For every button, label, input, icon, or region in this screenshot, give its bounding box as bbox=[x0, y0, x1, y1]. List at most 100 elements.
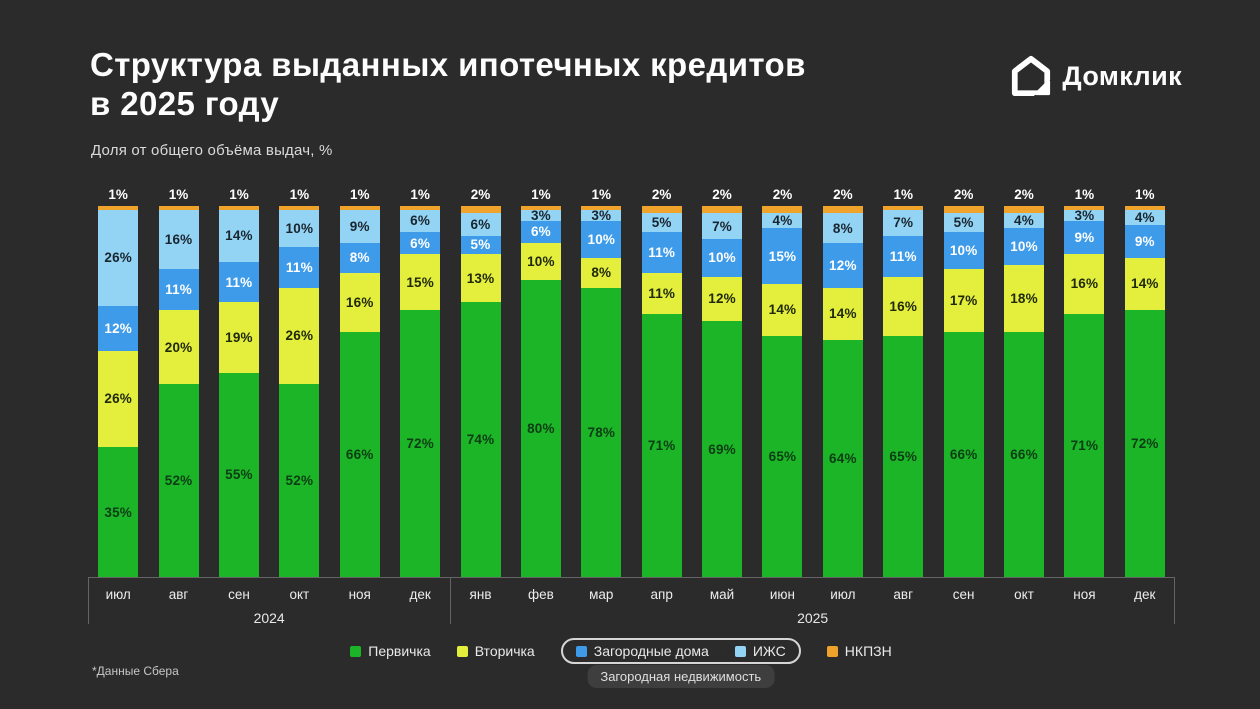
bar-segment-НКПЗН bbox=[1064, 206, 1105, 210]
bar-value-label: 9% bbox=[349, 218, 370, 234]
bar-segment-Загородные дома: 10% bbox=[1004, 228, 1045, 266]
bar-value-label: 11% bbox=[889, 248, 917, 264]
bar-value-label: 6% bbox=[410, 213, 431, 229]
bar-segment-Первичка: 66% bbox=[1004, 332, 1045, 577]
stacked-bar: 65% 16% 11% 7% bbox=[883, 206, 924, 577]
month-label-фев-7: фев bbox=[528, 587, 554, 602]
bar-segment-Вторичка: 26% bbox=[98, 350, 139, 448]
bar-value-label: 16% bbox=[345, 294, 374, 310]
legend-group-box: Загородные дома ИЖС bbox=[560, 638, 801, 664]
bar-segment-Вторичка: 16% bbox=[1064, 254, 1105, 314]
bar-segment-НКПЗН bbox=[883, 206, 924, 210]
bar-segment-НКПЗН bbox=[520, 206, 561, 210]
bar-segment-Загородные дома: 10% bbox=[581, 220, 622, 258]
bar-value-label: 5% bbox=[651, 215, 672, 231]
bar-value-label: 74% bbox=[466, 432, 495, 448]
bar-segment-Первичка: 71% bbox=[641, 313, 682, 577]
axis-tick bbox=[88, 578, 89, 624]
bar-segment-НКПЗН bbox=[1004, 206, 1045, 214]
stacked-bar: 78% 8% 10% 3% bbox=[581, 206, 622, 577]
bar-value-label: 55% bbox=[225, 467, 253, 483]
stacked-bar: 69% 12% 10% 7% bbox=[702, 206, 743, 577]
bar-segment-Первичка: 55% bbox=[218, 372, 259, 577]
legend-label-izhs: ИЖС bbox=[752, 643, 786, 659]
bar-segment-Загородные дома: 5% bbox=[460, 235, 501, 255]
month-label-мар-8: мар bbox=[589, 587, 614, 602]
bar-value-label: 13% bbox=[466, 270, 495, 286]
bar-segment-НКПЗН bbox=[822, 206, 863, 214]
legend-swatch-izhs bbox=[734, 645, 746, 657]
bar-value-label-above: 1% bbox=[410, 187, 430, 202]
bar-segment-ИЖС: 26% bbox=[98, 209, 139, 307]
bar-segment-Вторичка: 20% bbox=[158, 309, 199, 385]
bar-segment-ИЖС: 5% bbox=[943, 213, 984, 232]
legend-item-pervichka: Первичка bbox=[350, 643, 431, 659]
year-label-2025: 2025 bbox=[797, 610, 829, 626]
bar-segment-Загородные дома: 8% bbox=[339, 243, 380, 273]
legend-swatch-pervichka bbox=[350, 645, 362, 657]
stacked-bar: 74% 13% 5% 6% bbox=[460, 206, 501, 577]
year-label-2024: 2024 bbox=[253, 610, 285, 626]
stacked-bar: 66% 16% 8% 9% bbox=[339, 206, 380, 577]
axis-tick bbox=[450, 578, 452, 624]
bar-value-label: 14% bbox=[1130, 276, 1159, 292]
bar-segment-Вторичка: 14% bbox=[762, 283, 803, 336]
month-label-авг-1: авг bbox=[168, 587, 189, 602]
bar-value-label-above: 2% bbox=[651, 187, 672, 202]
bar-value-label: 64% bbox=[829, 450, 857, 466]
bar-value-label: 14% bbox=[829, 306, 857, 322]
bar-segment-ИЖС: 16% bbox=[158, 209, 199, 270]
bar-segment-Вторичка: 10% bbox=[520, 243, 561, 281]
bar-value-label: 6% bbox=[470, 217, 491, 233]
bar-segment-Первичка: 72% bbox=[1124, 309, 1165, 577]
bar-column-ноя-4: 1% 66% 16% 8% 9% bbox=[330, 187, 390, 577]
bar-value-label-above: 1% bbox=[531, 187, 551, 202]
domklik-logo: Домклик bbox=[1010, 55, 1182, 97]
legend-group-tooltip: Загородная недвижимость bbox=[587, 665, 775, 688]
bar-segment-НКПЗН bbox=[218, 206, 259, 210]
legend-label-zagorodnye-doma: Загородные дома bbox=[593, 643, 709, 659]
bar-segment-НКПЗН bbox=[339, 206, 380, 210]
bar-segment-Первичка: 74% bbox=[460, 302, 501, 577]
bar-segment-ИЖС: 8% bbox=[822, 213, 863, 244]
bar-value-label: 20% bbox=[164, 339, 193, 355]
bar-value-label: 66% bbox=[345, 447, 374, 463]
bar-segment-Первичка: 35% bbox=[98, 447, 139, 577]
legend-label-pervichka: Первичка bbox=[368, 643, 431, 659]
legend-swatch-nkpzn bbox=[826, 645, 838, 657]
month-label-авг-13: авг bbox=[893, 587, 914, 602]
bar-value-label: 17% bbox=[949, 293, 978, 309]
bar-value-label: 71% bbox=[647, 437, 676, 453]
month-label-май-10: май bbox=[709, 587, 735, 602]
bar-segment-ИЖС: 3% bbox=[581, 207, 622, 223]
bar-segment-Вторичка: 18% bbox=[1004, 265, 1045, 333]
bar-segment-НКПЗН bbox=[943, 206, 984, 214]
month-label-янв-6: янв bbox=[469, 587, 492, 602]
bar-value-label: 6% bbox=[410, 235, 431, 251]
month-label-дек-17: дек bbox=[1134, 587, 1156, 602]
bar-value-label: 12% bbox=[104, 320, 132, 336]
bar-value-label: 3% bbox=[591, 207, 612, 223]
bar-value-label: 11% bbox=[648, 244, 676, 260]
bar-segment-Вторичка: 12% bbox=[702, 276, 743, 322]
bar-column-мар-8: 1% 78% 8% 10% 3% bbox=[571, 187, 631, 577]
bar-segment-Загородные дома: 15% bbox=[762, 228, 803, 284]
bar-column-июл-0: 1% 35% 26% 12% 26% bbox=[88, 187, 148, 577]
month-label-ноя-16: ноя bbox=[1073, 587, 1096, 602]
bar-value-label: 11% bbox=[165, 281, 192, 297]
bar-value-label: 71% bbox=[1070, 437, 1099, 453]
stacked-bar: 66% 18% 10% 4% bbox=[1004, 206, 1045, 577]
bar-segment-ИЖС: 3% bbox=[1064, 208, 1105, 223]
legend: Первичка Вторичка Загородные дома ИЖС За… bbox=[0, 638, 1260, 688]
bar-segment-Вторичка: 15% bbox=[400, 254, 441, 310]
bar-value-label: 11% bbox=[285, 259, 313, 275]
bar-value-label: 18% bbox=[1010, 291, 1038, 307]
legend-swatch-vtorichka bbox=[456, 645, 468, 657]
month-label-окт-15: окт bbox=[1014, 587, 1034, 602]
bar-segment-НКПЗН bbox=[158, 206, 199, 210]
bar-segment-Вторичка: 14% bbox=[1124, 257, 1165, 310]
bar-value-label: 26% bbox=[285, 328, 314, 344]
bar-segment-Загородные дома: 11% bbox=[218, 261, 259, 303]
bar-segment-Загородные дома: 11% bbox=[883, 235, 924, 277]
